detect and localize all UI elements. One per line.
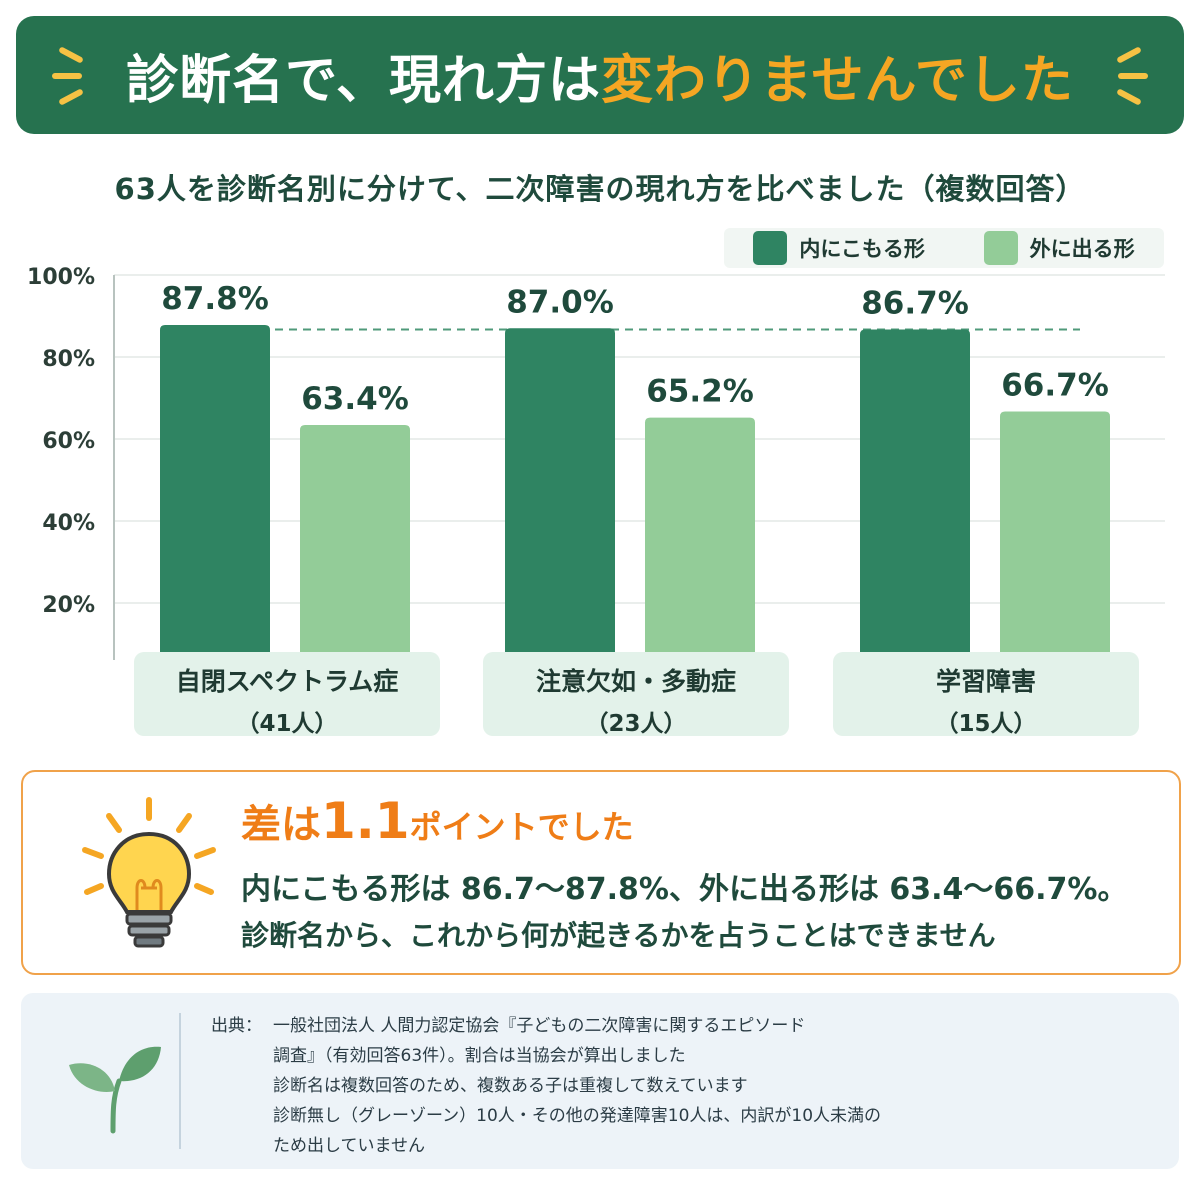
legend-item-outer: 外に出る形 <box>983 231 1135 265</box>
bar-outer <box>645 417 755 660</box>
source-line: 診断無し（グレーゾーン）10人・その他の発達障害10人は、内訳が10人未満の <box>273 1106 882 1126</box>
category-label: 学習障害 <box>935 667 1036 696</box>
category-count: （41人） <box>236 711 338 737</box>
source-line: 診断名は複数回答のため、複数ある子は重複して数えています <box>273 1076 748 1096</box>
highlight-line-1: 内にこもる形は 86.7〜87.8%、外に出る形は 63.4〜66.7%。 <box>241 872 1128 907</box>
highlight-title-suffix: ポイントでした <box>409 808 634 846</box>
category-count: （15人） <box>935 711 1037 737</box>
bar-outer <box>1000 411 1110 660</box>
category-label: 注意欠如・多動症 <box>535 667 736 696</box>
title-banner: 診断名で、現れ方は変わりませんでした <box>16 16 1184 134</box>
bar-value-label: 87.0% <box>506 284 614 320</box>
sparkle-icon <box>1100 46 1150 106</box>
category-box-asd: 自閉スペクトラム症 （41人） <box>134 652 440 737</box>
sprout-icon <box>69 1046 161 1134</box>
bar-inner <box>160 325 270 660</box>
bar-value-label: 66.7% <box>1001 368 1109 404</box>
y-tick-label: 80% <box>42 347 95 372</box>
bar-inner <box>860 329 970 660</box>
y-tick-label: 100% <box>27 265 95 290</box>
bar-value-label: 65.2% <box>646 374 754 410</box>
legend-label-inner: 内にこもる形 <box>799 237 925 261</box>
legend-item-inner: 内にこもる形 <box>753 231 925 265</box>
highlight-box: 差は1.1ポイントでした 内にこもる形は 86.7〜87.8%、外に出る形は 6… <box>21 770 1181 975</box>
source-text: 一般社団法人 人間力認定協会『子どもの二次障害に関するエピソード 調査』（有効回… <box>273 1011 881 1161</box>
page-title-accent: 変わりませんでした <box>601 50 1074 111</box>
highlight-title: 差は1.1ポイントでした <box>241 792 634 850</box>
bar-value-label: 87.8% <box>161 281 269 317</box>
lightbulb-icon <box>82 797 216 948</box>
highlight-title-number: 1.1 <box>321 792 410 850</box>
source-line: 調査』（有効回答63件）。割合は当協会が算出しました <box>273 1046 686 1066</box>
bar-chart: 0%20%40%60%80%100%87.8%87.0%86.7%63.4%65… <box>27 265 1165 660</box>
sparkle-icon <box>50 46 100 106</box>
y-tick-label: 20% <box>42 593 95 618</box>
source-box: 出典： 一般社団法人 人間力認定協会『子どもの二次障害に関するエピソード 調査』… <box>21 993 1179 1169</box>
bar-value-label: 86.7% <box>861 286 969 322</box>
category-box-adhd: 注意欠如・多動症 （23人） <box>483 652 789 737</box>
legend-swatch-outer <box>983 231 1018 265</box>
category-label: 自閉スペクトラム症 <box>175 667 399 696</box>
bar-inner <box>505 328 615 660</box>
source-line: ため出していません <box>273 1136 425 1156</box>
chart-subtitle: 63人を診断名別に分けて、二次障害の現れ方を比べました（複数回答） <box>114 172 1086 206</box>
source-label: 出典： <box>211 1016 262 1036</box>
legend-label-outer: 外に出る形 <box>1029 237 1135 261</box>
page-title-main: 診断名で、現れ方は <box>126 50 602 111</box>
legend-swatch-inner <box>753 231 788 265</box>
source-line: 一般社団法人 人間力認定協会『子どもの二次障害に関するエピソード <box>273 1016 806 1036</box>
chart-legend: 内にこもる形 外に出る形 <box>724 228 1164 268</box>
y-tick-label: 40% <box>42 511 95 536</box>
y-tick-label: 60% <box>42 429 95 454</box>
page-title: 診断名で、現れ方は変わりませんでした <box>126 38 1074 113</box>
bar-outer <box>300 425 410 660</box>
category-box-ld: 学習障害 （15人） <box>833 652 1139 737</box>
highlight-line-2: 診断名から、これから何が起きるかを占うことはできません <box>241 919 996 952</box>
category-count: （23人） <box>585 711 687 737</box>
highlight-title-prefix: 差は <box>241 802 321 848</box>
bar-value-label: 63.4% <box>301 381 409 417</box>
source-divider <box>179 1013 181 1149</box>
